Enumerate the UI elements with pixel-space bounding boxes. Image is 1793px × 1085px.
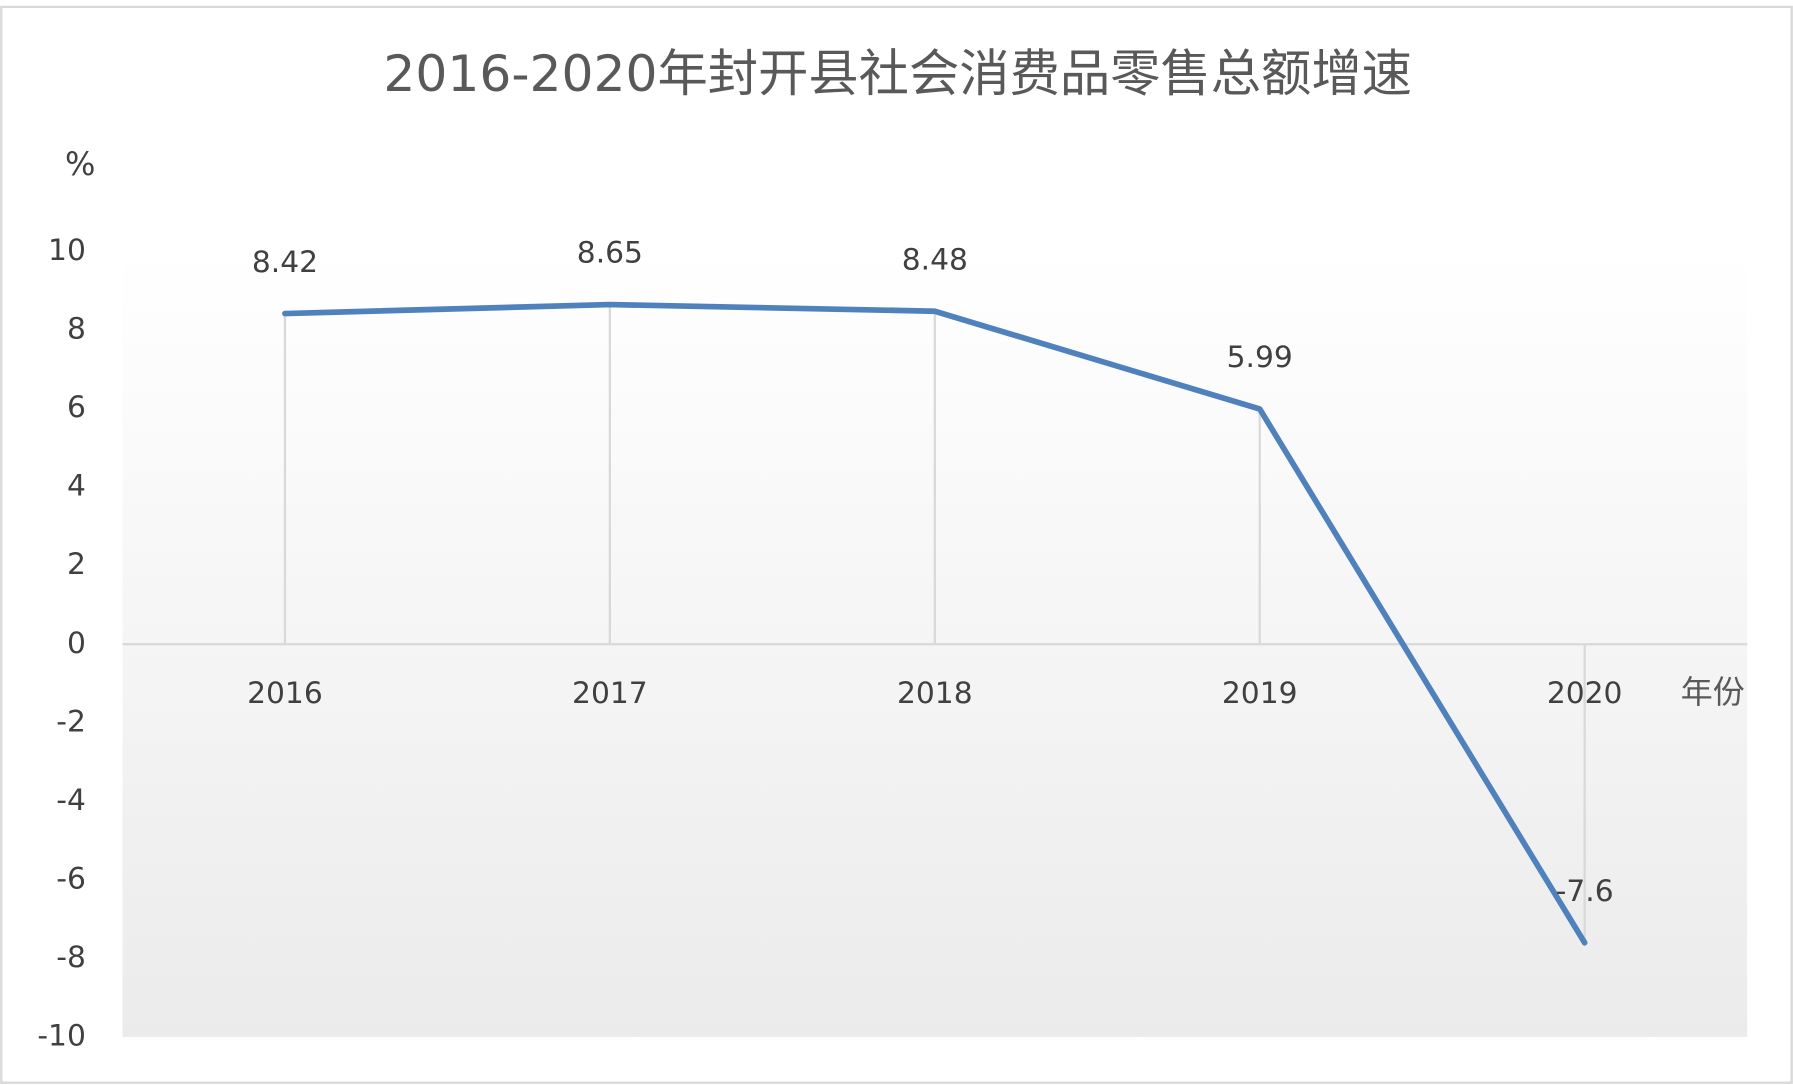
y-tick-label: -4 — [56, 783, 86, 818]
data-label: 8.48 — [902, 242, 968, 277]
data-label: -7.6 — [1556, 874, 1614, 909]
y-axis-label: % — [65, 145, 95, 183]
y-tick-label: 10 — [48, 233, 86, 268]
data-label: 8.65 — [577, 236, 643, 271]
y-tick-label: 2 — [67, 547, 86, 582]
y-tick-label: 4 — [67, 469, 86, 504]
x-tick-label: 2016 — [247, 676, 323, 711]
y-tick-label: -2 — [56, 704, 86, 739]
x-tick-label: 2019 — [1222, 676, 1298, 711]
y-tick-label: -10 — [37, 1018, 86, 1053]
data-label: 8.42 — [252, 245, 318, 280]
data-line — [282, 301, 1588, 946]
x-tick-label: 2017 — [572, 676, 648, 711]
y-tick-label: -6 — [56, 861, 86, 896]
x-tick-label: 2018 — [897, 676, 973, 711]
x-axis-label: 年份 — [1681, 673, 1745, 711]
y-tick-label: 8 — [67, 312, 86, 347]
y-tick-label: -8 — [56, 940, 86, 975]
data-label: 5.99 — [1227, 340, 1293, 375]
y-tick-label: 0 — [67, 626, 86, 661]
chart-title: 2016-2020年封开县社会消费品零售总额增速 — [383, 44, 1412, 103]
y-tick-label: 6 — [67, 390, 86, 425]
